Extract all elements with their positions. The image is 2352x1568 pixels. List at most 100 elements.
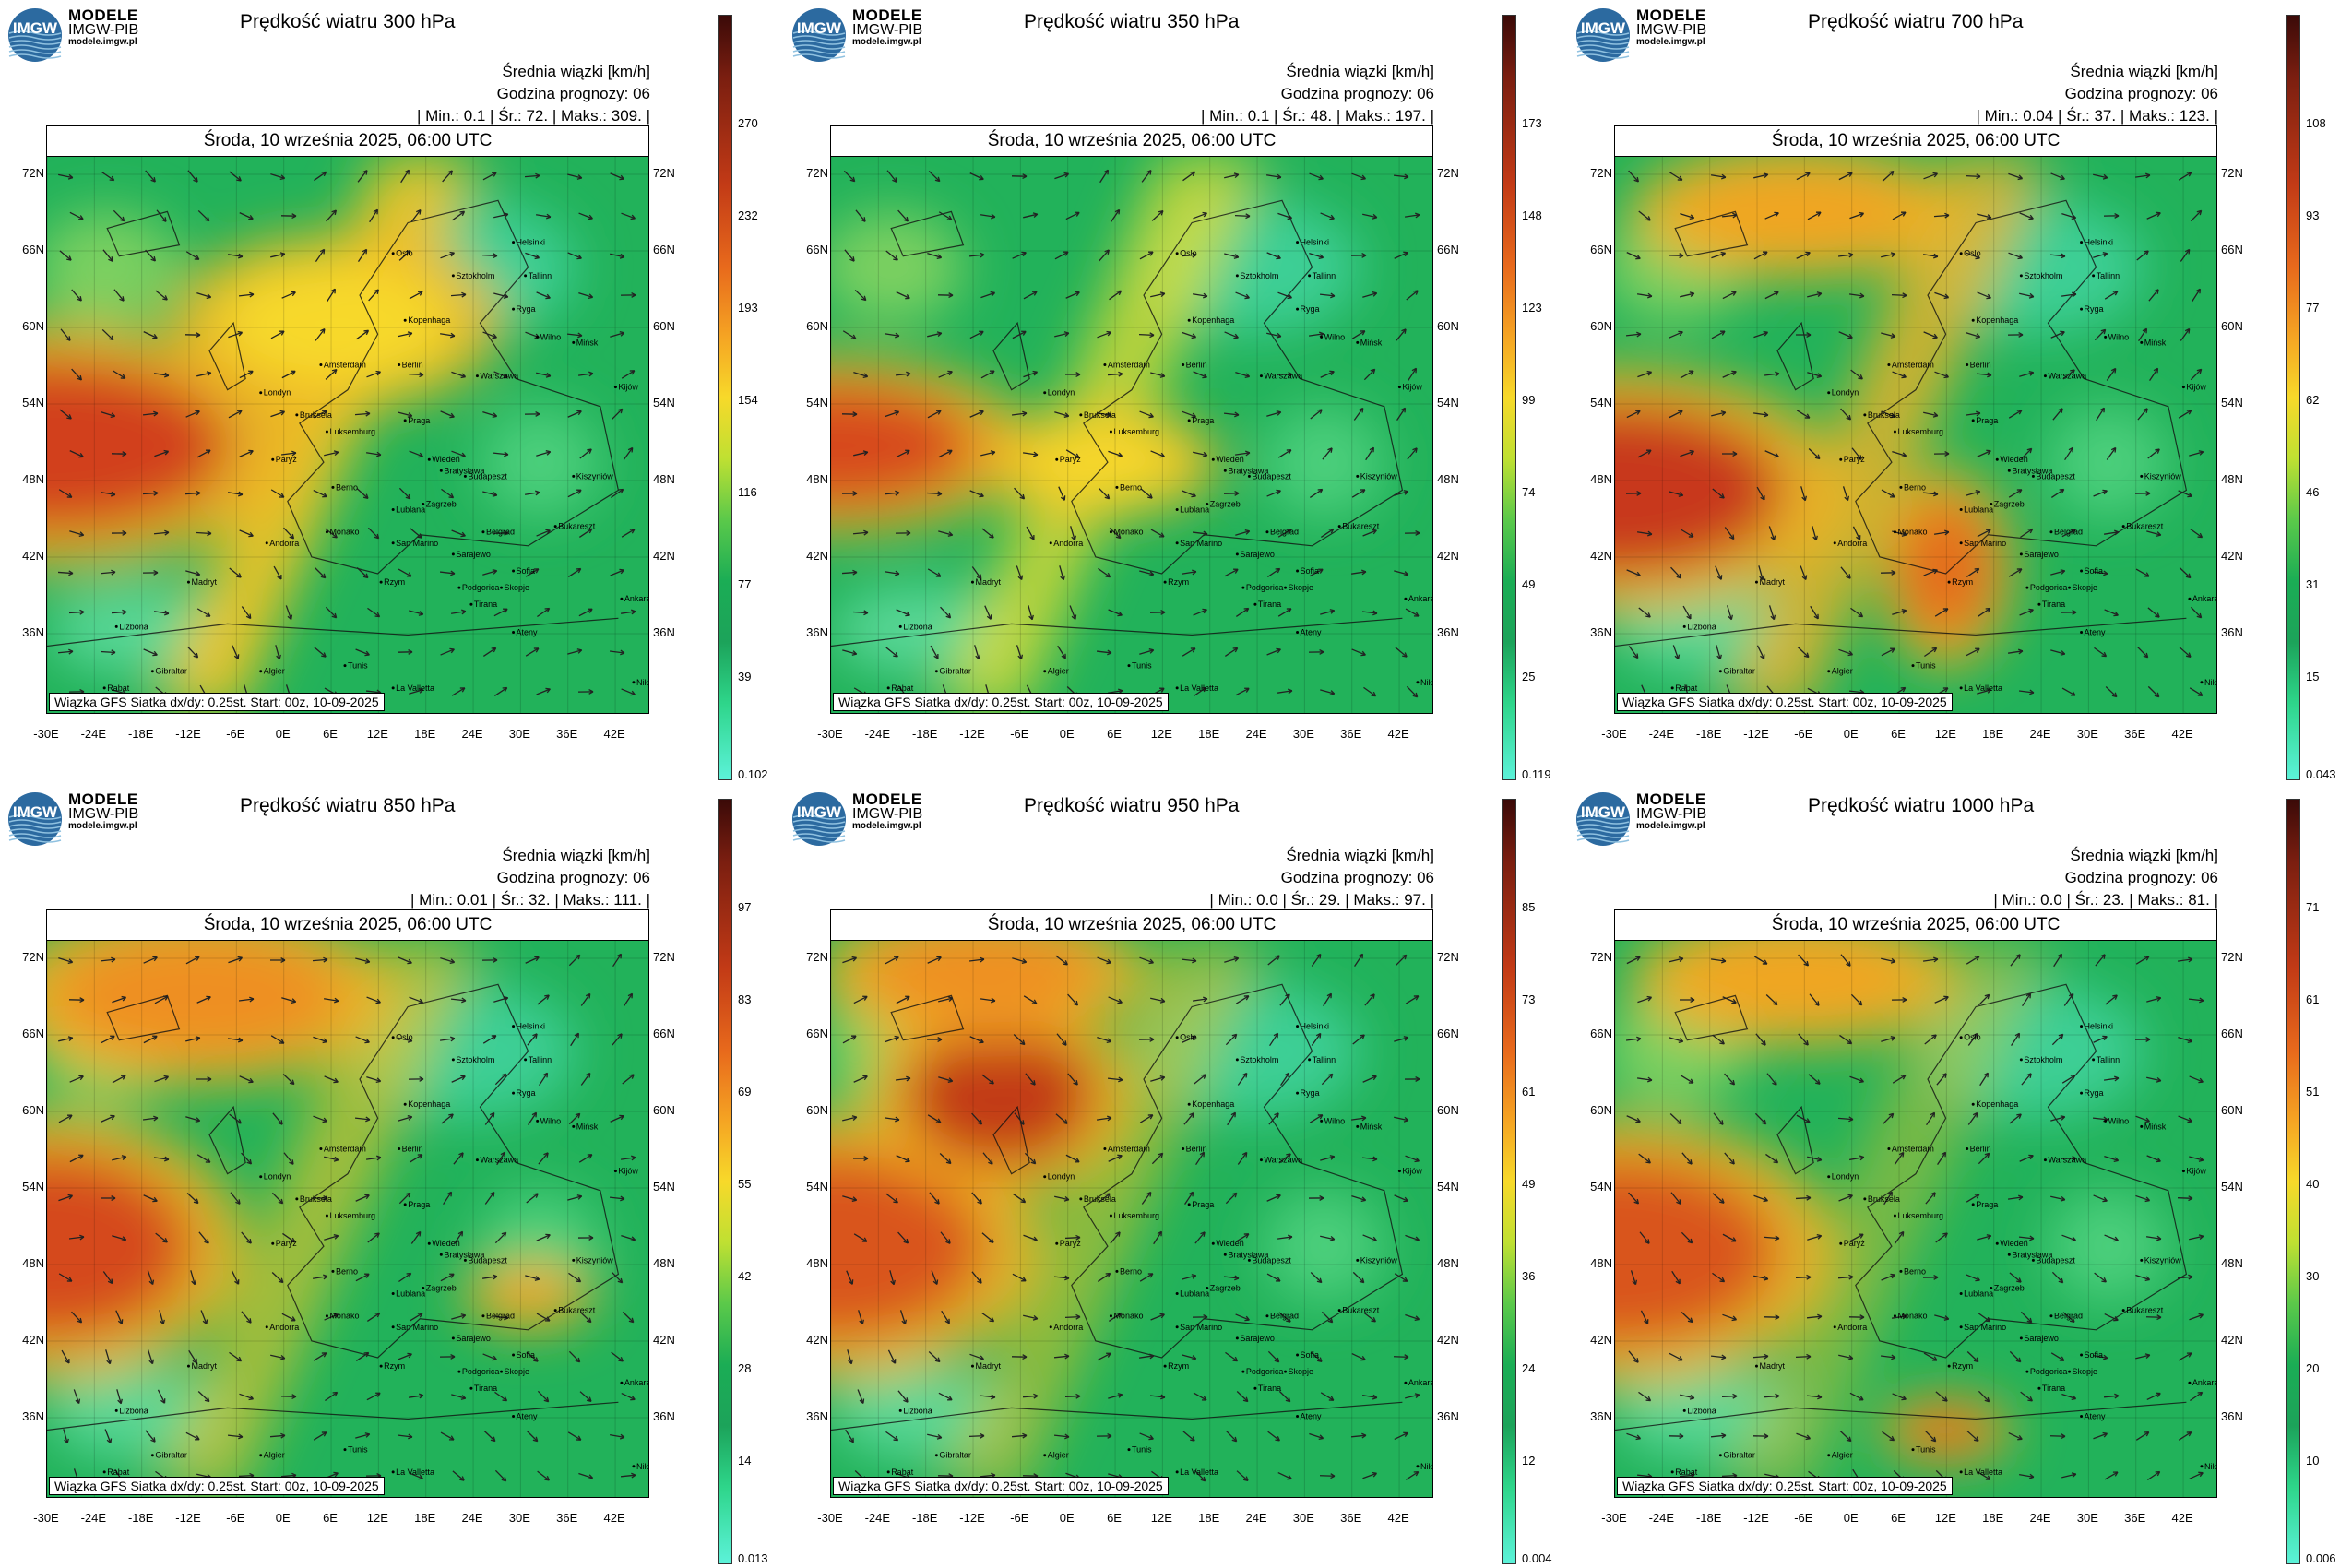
lat-tick-label: 66N [1437,243,1459,256]
lon-tick-label: 0E [1843,727,1859,741]
city-label: Skopje [1289,583,1314,592]
lat-tick-label: 48N [22,1256,44,1270]
lon-tick-label: -12E [959,1511,985,1525]
lon-tick-label: 30E [2076,1511,2098,1525]
wind-arrows [841,169,1420,700]
lat-tick-label: 48N [2221,472,2243,486]
lat-tick-label: 42N [1590,549,1612,563]
lon-tick-label: 24E [2029,1511,2051,1525]
logo-line1: MODELE [852,790,922,808]
city-label: Amsterdam [1892,1145,1934,1154]
lat-tick-label: 54N [1437,1180,1459,1194]
city-label: Mińsk [2144,1122,2167,1131]
colorbar-tick-label: 46 [2306,485,2320,499]
city-label: Tallinn [2097,1055,2120,1064]
date-header: Środa, 10 września 2025, 06:00 UTC [47,910,648,941]
lat-tick-label: 72N [806,950,828,964]
city-label: Warszawa [480,372,518,381]
city-label: Kiszyniów [2144,1255,2182,1265]
city-label: Sarajewo [1240,550,1275,559]
forecast-hour: Godzina prognozy: 06 [2064,85,2218,102]
city-label: Bukareszt [2126,522,2164,531]
city-label: Bratysława [2012,466,2052,475]
svg-text:IMGW: IMGW [1581,19,1626,37]
lon-tick-label: 30E [2076,727,2098,741]
lon-tick-label: 42E [1387,1511,1409,1525]
lon-tick-label: -30E [1601,1511,1627,1525]
colorbar-tick-label: 148 [1522,208,1542,222]
city-label: Bukareszt [2126,1306,2164,1315]
city-label: Bratysława [444,466,484,475]
unit-label: Średnia wiązki [km/h] [1286,63,1434,80]
unit-label: Średnia wiązki [km/h] [502,847,650,864]
city-label: San Marino [396,539,438,548]
lat-tick-label: 36N [806,625,828,639]
logo-line1: MODELE [852,6,922,24]
city-label: Rabat [1675,1467,1698,1477]
city-label: Sofia [2085,1350,2104,1360]
city-label: Rzym [1952,577,1973,587]
lon-tick-label: 36E [1340,1511,1362,1525]
lon-tick-label: -6E [1794,727,1813,741]
lat-tick-label: 42N [2221,1333,2243,1347]
lon-tick-label: -12E [1743,1511,1769,1525]
city-label: La Valletta [396,1467,434,1477]
stat-avg-value: 72. [526,107,549,125]
city-label: Monako [329,528,359,537]
city-label: Amsterdam [1108,1145,1150,1154]
lon-tick-label: 18E [1982,1511,2004,1525]
lat-tick-label: 42N [1437,1333,1459,1347]
lon-tick-label: -24E [80,1511,107,1525]
logo-url: modele.imgw.pl [68,821,137,831]
city-label: Belgrad [1270,1312,1299,1321]
city-label: Madryt [1759,1361,1785,1371]
city-label: Berno [336,482,358,492]
logo-line1: MODELE [68,6,138,24]
city-label: Algier [1048,667,1069,676]
stats-line: | Min.: 0.04 | Śr.: 37. | Maks.: 123. | [1976,107,2218,125]
lat-tick-label: 72N [1590,166,1612,180]
city-label: Kopenhaga [1192,315,1234,325]
city-label: Ryga [1301,1088,1320,1098]
lat-tick-label: 54N [806,396,828,410]
lat-tick-label: 60N [2221,319,2243,333]
city-label: Zagrzeb [426,500,457,509]
city-label: Tunis [348,661,368,671]
city-label: Rzym [384,1361,405,1371]
colorbar-tick-label: 71 [2306,900,2320,914]
lon-tick-label: -18E [911,1511,938,1525]
city-label: Lizbona [903,622,932,631]
stat-min-label: Min.: [1218,891,1253,909]
lat-tick-label: 42N [22,549,44,563]
city-label: Ankara [2192,1378,2216,1387]
city-label: Oslo [1180,249,1197,258]
city-label: Ateny [517,627,539,636]
city-label: Podgorica [462,1367,500,1376]
city-label: Warszawa [1264,372,1302,381]
lat-tick-label: 36N [1590,625,1612,639]
city-label: Helsinki [1301,1022,1330,1031]
city-label: Helsinki [1301,238,1330,247]
model-footer: Wiązka GFS Siatka dx/dy: 0.25st. Start: … [833,693,1169,711]
city-label: Wilno [540,332,562,341]
city-label: Algier [1832,667,1853,676]
lat-tick-label: 66N [653,243,675,256]
city-label: Berlin [402,361,423,370]
unit-label: Średnia wiązki [km/h] [2070,847,2218,864]
lon-tick-label: 0E [1059,727,1075,741]
stat-min-value: 0.1 [463,107,486,125]
lon-tick-label: 0E [275,1511,291,1525]
logo-line2: IMGW-PIB [852,22,923,38]
city-label: Oslo [1964,1033,1981,1042]
city-label: Tirana [2042,1384,2065,1393]
panel-title: Prędkość wiatru 700 hPa [1808,11,2024,32]
city-label: Gibraltar [155,1451,187,1460]
city-label: Praga [408,1200,430,1209]
colorbar-tick-label: 85 [1522,900,1536,914]
city-label: Gibraltar [939,667,971,676]
colorbar-tick-label: 28 [738,1361,752,1375]
colorbar-tick-label: 36 [1522,1269,1536,1283]
city-label: Kopenhaga [1192,1099,1234,1109]
lon-tick-label: -18E [127,727,154,741]
colorbar-tick-label: 0.013 [738,1551,768,1565]
